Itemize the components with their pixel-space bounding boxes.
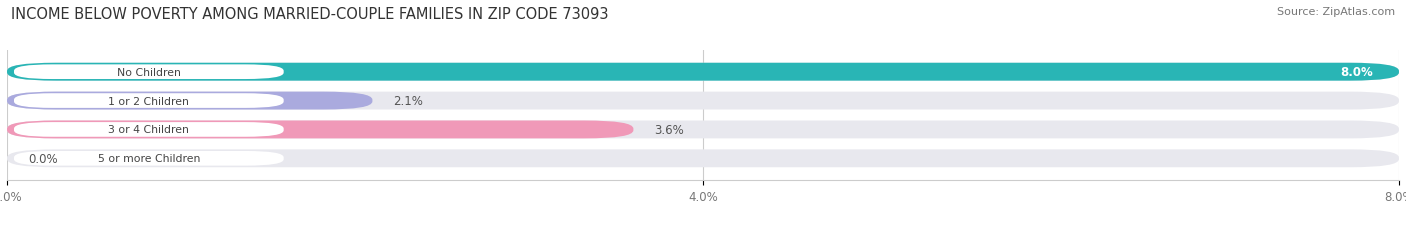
FancyBboxPatch shape — [7, 92, 373, 110]
FancyBboxPatch shape — [7, 150, 1399, 167]
Text: 3.6%: 3.6% — [654, 123, 685, 136]
FancyBboxPatch shape — [7, 121, 633, 139]
Text: 2.1%: 2.1% — [394, 95, 423, 108]
Text: Source: ZipAtlas.com: Source: ZipAtlas.com — [1277, 7, 1395, 17]
FancyBboxPatch shape — [14, 151, 284, 166]
Text: No Children: No Children — [117, 67, 181, 77]
FancyBboxPatch shape — [14, 94, 284, 108]
FancyBboxPatch shape — [7, 121, 1399, 139]
FancyBboxPatch shape — [7, 64, 1399, 81]
Text: 0.0%: 0.0% — [28, 152, 58, 165]
FancyBboxPatch shape — [14, 123, 284, 137]
Text: INCOME BELOW POVERTY AMONG MARRIED-COUPLE FAMILIES IN ZIP CODE 73093: INCOME BELOW POVERTY AMONG MARRIED-COUPL… — [11, 7, 609, 22]
FancyBboxPatch shape — [7, 92, 1399, 110]
Text: 5 or more Children: 5 or more Children — [97, 154, 200, 164]
FancyBboxPatch shape — [7, 64, 1399, 81]
Text: 1 or 2 Children: 1 or 2 Children — [108, 96, 190, 106]
Text: 3 or 4 Children: 3 or 4 Children — [108, 125, 190, 135]
Text: 8.0%: 8.0% — [1340, 66, 1372, 79]
FancyBboxPatch shape — [14, 65, 284, 80]
